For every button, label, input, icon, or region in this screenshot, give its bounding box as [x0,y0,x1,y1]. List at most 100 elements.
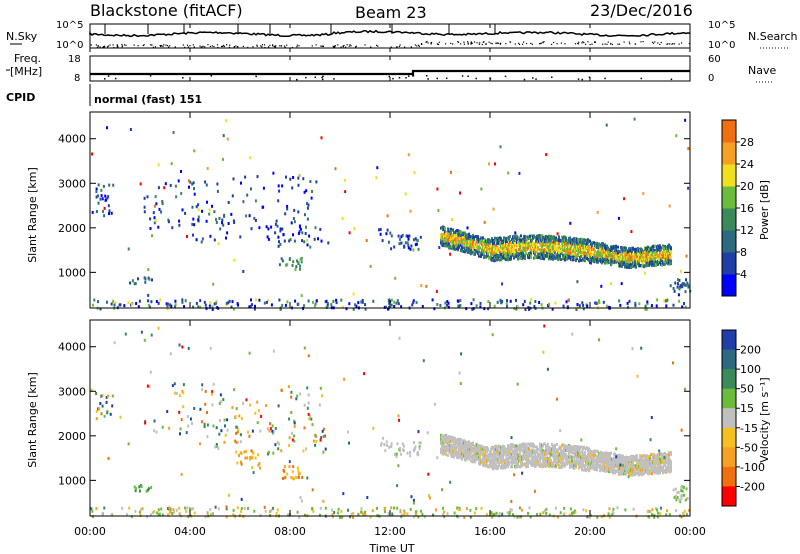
range-cell [442,232,444,236]
range-cell [258,298,261,302]
range-cell [641,264,643,268]
range-cell [300,260,303,264]
range-cell [272,451,275,455]
range-cell [218,216,221,220]
range-cell [206,423,209,427]
range-cell [143,210,146,214]
range-cell [168,506,171,510]
range-cell [518,171,521,175]
noise-search-dot [485,43,487,45]
nave-dot [114,77,117,80]
noise-search-dot [275,45,277,47]
range-cell [193,407,196,410]
range-cell [204,180,207,184]
noise-search-dot [355,45,357,47]
noise-search-dot [654,41,656,43]
noise-search-dot [540,43,542,45]
range-cell [300,256,303,260]
range-cell [534,453,536,457]
range-cell [472,240,474,244]
range-cell [683,302,685,305]
range-cell [443,241,445,245]
range-cell [617,245,619,249]
range-cell [503,249,505,253]
range-cell [447,301,450,305]
range-cell [543,257,545,261]
range-cell [525,252,527,256]
range-cell [127,247,130,251]
range-cell [507,453,509,457]
range-cell [291,264,294,267]
range-cell [540,449,542,453]
range-cell [320,136,323,140]
range-cell [499,250,501,254]
range-cell [514,250,516,254]
range-cell [383,507,386,511]
range-cell [405,234,408,238]
range-cell [154,195,157,199]
range-cell [581,252,583,256]
range-cell [209,508,212,512]
range-cell [569,507,572,511]
range-cell [681,285,684,289]
range-cell [150,486,153,489]
nave-dot [305,76,307,79]
range-cell [209,301,212,305]
range-cell [453,231,455,235]
range-cell [144,421,147,425]
nave-dot [427,78,429,80]
range-cell [143,205,146,209]
range-cell [201,209,203,213]
range-cell [537,447,539,451]
range-cell [519,453,521,457]
range-cell [251,451,254,454]
range-cell [334,167,337,171]
range-cell [631,265,633,269]
range-cell [659,512,662,516]
range-cell [493,304,496,308]
range-cell [506,242,508,246]
range-cell [347,508,349,512]
range-cell [337,507,340,511]
range-cell [309,245,312,249]
range-cell [149,305,151,309]
range-cell [331,513,334,517]
range-cell [293,208,296,212]
range-cell [174,299,177,303]
range-cell [250,298,252,302]
range-cell [576,241,578,245]
range-cell [215,301,218,305]
nave-dot [104,78,106,80]
range-cell [552,247,554,251]
range-cell [283,469,286,473]
noise-search-dot [602,43,604,45]
range-cell [493,460,495,464]
range-cell [248,214,251,218]
range-cell [602,300,605,304]
nave-dot [321,76,323,79]
range-cell [608,507,611,511]
range-cell [153,510,156,514]
range-cell [583,257,585,261]
range-cell [107,204,110,208]
range-cell [193,511,196,515]
range-cell [173,391,176,395]
range-cell [274,443,277,447]
y-tick-label: 2000 [58,222,86,235]
range-cell [464,450,466,454]
range-cell [258,462,261,465]
nave-dot [577,78,580,80]
noise-search-dot [256,44,258,46]
range-cell [167,218,170,222]
noise-search-dot [117,46,119,48]
range-cell [277,199,280,203]
range-cell [633,117,636,121]
noise-search-dot [623,41,625,43]
range-cell [340,298,343,302]
range-cell [492,238,494,242]
range-cell [664,245,666,248]
range-cell [536,243,538,247]
range-cell [95,195,98,199]
range-cell [483,307,486,311]
